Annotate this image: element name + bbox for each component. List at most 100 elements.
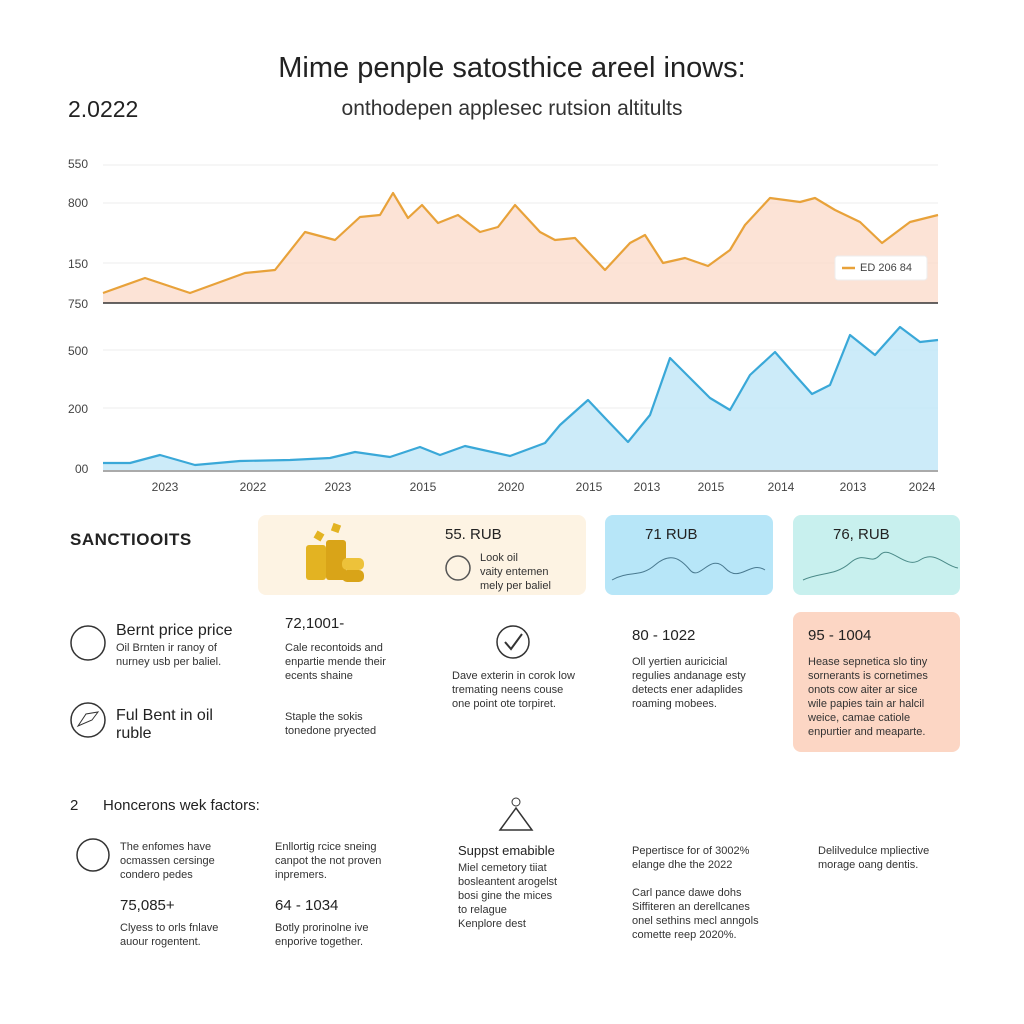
text: Cale recontoids and — [285, 642, 383, 654]
text: one point ote torpiret. — [452, 698, 556, 710]
text: Pepertisce for of 3002% — [632, 845, 750, 857]
legend-box — [834, 255, 928, 281]
x-label: 2020 — [497, 480, 525, 494]
y-label: 500 — [68, 344, 89, 358]
card-price: 76, RUB — [833, 526, 890, 543]
icon — [70, 702, 106, 738]
item-title: Bernt price price — [116, 622, 233, 639]
text: Delilvedulce mpliective — [818, 845, 930, 857]
legend-label: ED 206 84 — [860, 262, 912, 274]
blue-area — [103, 327, 938, 470]
y-label: 150 — [68, 257, 89, 271]
text: Enllortig rcice sneing — [275, 841, 377, 853]
text: tremating neens couse — [452, 684, 564, 696]
value: 64 - 1034 — [275, 897, 339, 914]
card-text: vaity entemen — [480, 566, 549, 578]
title: Mime penple satosthice areel inows: — [278, 52, 746, 84]
card-price: 71 RUB — [645, 526, 698, 543]
coins-icon — [306, 522, 364, 582]
text: Botly prorinolne ive — [275, 922, 369, 934]
sparkline — [611, 557, 766, 581]
item-text: Oil Brnten ir ranoy of — [116, 642, 217, 654]
text: Siffiteren an derellcanes — [632, 901, 750, 913]
item-title: Ful Bent in oil — [116, 707, 213, 724]
text-title: Suppst emabible — [458, 843, 555, 858]
card-text: Look oil — [480, 552, 518, 564]
x-label: 2013 — [839, 480, 867, 494]
item-title: ruble — [116, 725, 152, 742]
text: ecents shaine — [285, 670, 353, 682]
x-label: 2022 — [239, 480, 267, 494]
item-text: nurney usb per baliel. — [116, 656, 222, 668]
icon — [496, 625, 530, 659]
text: enporive together. — [275, 936, 364, 948]
icon — [511, 797, 521, 807]
y-label: 00 — [75, 462, 89, 476]
y-label: 200 — [68, 402, 89, 416]
y-label: 750 — [68, 297, 89, 311]
year: 2.0222 — [68, 96, 139, 122]
icon — [76, 711, 100, 728]
card — [605, 515, 773, 595]
text: Carl pance dawe dohs — [632, 887, 742, 899]
text: Oll yertien auricicial — [632, 656, 728, 668]
value: 80 - 1022 — [632, 627, 696, 644]
x-label: 2023 — [151, 480, 179, 494]
x-label: 2023 — [324, 480, 352, 494]
text: tonedone pryected — [285, 725, 377, 737]
sparkline — [802, 551, 959, 581]
check — [504, 633, 523, 651]
bullet: to relague — [458, 904, 507, 916]
x-label: 2014 — [767, 480, 795, 494]
blue-line — [103, 325, 939, 467]
value: 75,085+ — [120, 897, 175, 914]
text: onel sethins mecl anngols — [632, 915, 759, 927]
bullet: bosleantent arogelst — [458, 876, 558, 888]
text: canpot the not proven — [275, 855, 382, 867]
text: inpremers. — [275, 869, 327, 881]
text: weice, camae catiole — [808, 712, 911, 724]
icon — [445, 555, 471, 581]
text: comette reep 2020%. — [632, 929, 737, 941]
icon — [70, 625, 106, 661]
y-label: 800 — [68, 196, 89, 210]
icon — [76, 838, 110, 872]
card — [793, 515, 960, 595]
card-price: 55. RUB — [445, 526, 502, 543]
value: 72,1001- — [285, 615, 345, 632]
text: ocmassen cersinge — [120, 855, 215, 867]
orange-line — [102, 191, 939, 295]
text: roaming mobees. — [632, 698, 717, 710]
text: enpurtier and meaparte. — [808, 726, 926, 738]
x-label: 2015 — [409, 480, 437, 494]
bullet: Kenplore dest — [458, 918, 526, 930]
orange-area — [103, 193, 938, 303]
text: sornerants is cornetimes — [808, 670, 928, 682]
text: enpartie mende their — [285, 656, 386, 668]
x-label: 2015 — [575, 480, 603, 494]
subtitle: onthodepen applesec rutsion altitults — [341, 97, 683, 120]
value: 95 - 1004 — [808, 627, 872, 644]
section-number: 2 — [70, 797, 79, 814]
bullet: bosi gine the mices — [458, 890, 553, 902]
card-text: mely per baliel — [480, 580, 551, 592]
section-title: SANCTIOOITS — [70, 530, 192, 549]
text: detects ener adaplides — [632, 684, 743, 696]
text: Clyess to orls fnlave — [120, 922, 219, 934]
y-label: 550 — [68, 157, 89, 171]
text: onots cow aiter ar sice — [808, 684, 918, 696]
x-label: 2015 — [697, 480, 725, 494]
text: wile papies tain ar halcil — [808, 698, 925, 710]
text: Dave exterin in corok low — [452, 670, 575, 682]
icon — [498, 806, 534, 831]
text: auour rogentent. — [120, 936, 201, 948]
x-label: 2013 — [633, 480, 661, 494]
text: condero pedes — [120, 869, 193, 881]
bullet: Miel cemetory tiiat — [458, 862, 547, 874]
card — [793, 612, 960, 752]
text: The enfomes have — [120, 841, 212, 853]
text: elange dhe the 2022 — [632, 859, 733, 871]
section-title: Honcerons wek factors: — [103, 797, 260, 814]
